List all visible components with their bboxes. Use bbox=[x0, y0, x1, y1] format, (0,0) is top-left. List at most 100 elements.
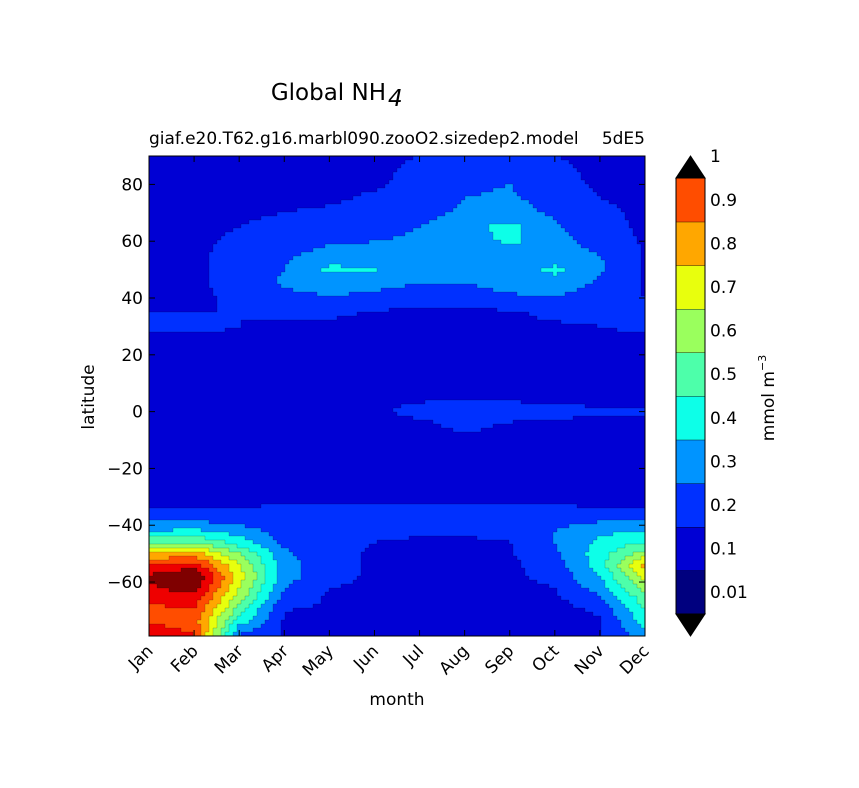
colorbar-tick-label: 0.5 bbox=[710, 365, 737, 385]
contour-cell bbox=[149, 208, 298, 213]
contour-cell bbox=[201, 612, 214, 617]
contour-cell bbox=[293, 552, 362, 557]
contour-cell bbox=[253, 540, 278, 545]
contour-cell bbox=[149, 404, 402, 409]
contour-cell bbox=[569, 232, 634, 237]
contour-cell bbox=[149, 584, 158, 589]
colorbar-label: mmol m−3 bbox=[756, 355, 779, 441]
contour-cell bbox=[601, 256, 642, 261]
contour-cell bbox=[633, 232, 645, 237]
contour-cell bbox=[209, 624, 218, 629]
contour-cell bbox=[533, 204, 618, 209]
y-tick-label: 0 bbox=[132, 403, 143, 423]
contour-cell bbox=[577, 580, 606, 585]
contour-cell bbox=[213, 580, 222, 585]
contour-cell bbox=[233, 620, 250, 625]
contour-cell bbox=[437, 216, 554, 221]
contour-cell bbox=[513, 552, 562, 557]
contour-cell bbox=[209, 268, 286, 273]
colorbar-band bbox=[675, 308, 706, 353]
contour-cell bbox=[641, 564, 645, 569]
contour-cell bbox=[201, 584, 210, 589]
contour-cell bbox=[297, 556, 362, 561]
contour-cell bbox=[277, 568, 302, 573]
contour-cell bbox=[149, 192, 362, 197]
contour-cell bbox=[521, 196, 602, 201]
contour-cell bbox=[621, 560, 634, 565]
contour-cell bbox=[341, 264, 554, 269]
contour-cell bbox=[557, 272, 602, 277]
contour-cell bbox=[241, 584, 254, 589]
contour-cell bbox=[149, 428, 454, 433]
contour-cell bbox=[149, 236, 222, 241]
contour-cell bbox=[149, 380, 645, 385]
x-tick-label: Jan bbox=[124, 641, 157, 674]
contour-cell bbox=[149, 500, 645, 505]
contour-cell bbox=[637, 572, 645, 577]
contour-cell bbox=[301, 576, 358, 581]
contour-cell bbox=[621, 624, 642, 629]
contour-cell bbox=[621, 620, 638, 625]
contour-cell bbox=[209, 560, 222, 565]
contour-cell bbox=[285, 268, 322, 273]
contour-cell bbox=[241, 632, 282, 636]
contour-cell bbox=[629, 564, 642, 569]
contour-cell bbox=[201, 624, 210, 629]
contour-cell bbox=[149, 160, 406, 165]
contour-cell bbox=[477, 536, 554, 541]
contour-cell bbox=[213, 592, 226, 597]
y-tick-label: 60 bbox=[121, 232, 143, 252]
contour-cell bbox=[341, 200, 462, 205]
contour-cell bbox=[609, 604, 626, 609]
contour-cell bbox=[245, 596, 258, 601]
contour-cell bbox=[569, 600, 606, 605]
contour-cell bbox=[589, 588, 610, 593]
colorbar-band bbox=[675, 526, 706, 571]
contour-cell bbox=[213, 596, 222, 601]
contour-cell bbox=[169, 556, 198, 561]
contour-cell bbox=[149, 436, 645, 441]
contour-cell bbox=[557, 592, 598, 597]
contour-cell bbox=[149, 268, 210, 273]
contour-cell bbox=[561, 596, 602, 601]
contour-cell bbox=[149, 320, 242, 325]
contour-field bbox=[149, 156, 645, 636]
contour-cell bbox=[581, 584, 606, 589]
contour-cell bbox=[553, 532, 614, 537]
contour-cell bbox=[229, 532, 270, 537]
contour-cell bbox=[597, 572, 614, 577]
colorbar-band bbox=[675, 177, 706, 223]
contour-cell bbox=[201, 596, 214, 601]
x-axis-label: month bbox=[369, 690, 424, 710]
contour-cell bbox=[149, 628, 182, 633]
contour-cell bbox=[281, 620, 602, 625]
contour-cell bbox=[149, 360, 645, 365]
contour-cell bbox=[633, 552, 645, 557]
contour-cell bbox=[621, 208, 645, 213]
contour-cell bbox=[237, 624, 262, 629]
contour-cell bbox=[289, 260, 606, 265]
contour-cell bbox=[245, 536, 274, 541]
contour-cell bbox=[149, 304, 218, 309]
svg-text:mmol m−3: mmol m−3 bbox=[756, 355, 779, 441]
contour-cell bbox=[149, 324, 242, 329]
contour-cell bbox=[149, 376, 645, 381]
contour-cell bbox=[149, 604, 166, 609]
contour-cell bbox=[593, 188, 645, 193]
contour-cell bbox=[641, 260, 645, 265]
contour-cell bbox=[149, 412, 398, 417]
contour-cell bbox=[637, 236, 645, 241]
x-tick-label: Apr bbox=[258, 641, 293, 676]
contour-cell bbox=[149, 580, 202, 585]
y-tick-label: 20 bbox=[121, 346, 143, 366]
contour-cell bbox=[209, 264, 286, 269]
contour-cell bbox=[301, 572, 362, 577]
contour-cell bbox=[521, 232, 570, 237]
contour-cell bbox=[149, 332, 645, 337]
contour-cell bbox=[285, 616, 602, 621]
contour-cell bbox=[149, 256, 210, 261]
contour-cell bbox=[405, 160, 570, 165]
contour-cell bbox=[149, 260, 210, 265]
